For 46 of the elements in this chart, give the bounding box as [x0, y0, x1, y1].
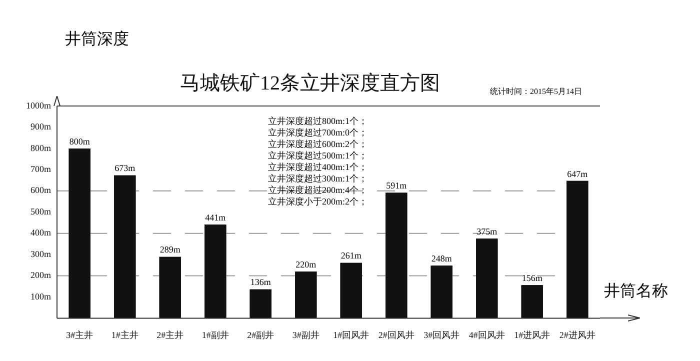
text: 统计时间：2015年5月14日: [490, 87, 582, 96]
x-axis-title: 井筒名称: [604, 282, 668, 300]
y-tick-label: 300m: [30, 248, 51, 259]
y-tick-label: 800m: [30, 142, 51, 153]
y-tick-label: 900m: [30, 122, 51, 132]
data-label: 591m: [386, 180, 407, 191]
data-label: 289m: [160, 244, 180, 255]
annotation: 立井深度超过300m:1个；: [268, 174, 368, 184]
annotation: 立井深度超过400m:1个；: [268, 162, 368, 172]
x-tick-label: 3#副井: [292, 330, 320, 340]
annotation: 立井深度超过500m:1个；: [268, 150, 368, 160]
y-tick-label: 500m: [30, 206, 51, 216]
x-tick-label: 1#副井: [202, 330, 229, 340]
annotation: 立井深度超过200m:4个；: [268, 185, 368, 195]
data-label: 248m: [431, 253, 452, 264]
y-tick-label: 200m: [30, 270, 51, 280]
annotation: 立井深度超过800m:1个；: [268, 116, 368, 126]
x-tick-label: 2#副井: [247, 330, 274, 340]
data-label: 220m: [296, 259, 316, 270]
x-tick-label: 2#主井: [156, 330, 184, 340]
y-tick-label: 600m: [30, 185, 51, 196]
y-tick-label: 700m: [30, 164, 51, 174]
data-label: 673m: [114, 163, 136, 174]
data-label: 156m: [522, 272, 542, 283]
x-tick-label: 3#主井: [66, 330, 94, 340]
data-label: 261m: [340, 250, 362, 261]
x-tick-label: 1#主井: [111, 330, 138, 340]
annotation: 立井深度超过700m:0个；: [268, 128, 368, 138]
chart-title: 马城铁矿12条立井深度直方图: [180, 71, 440, 94]
x-tick-label: 3#回风井: [424, 330, 460, 340]
data-label: 441m: [205, 212, 226, 222]
x-tick-label: 4#回风井: [468, 330, 505, 340]
x-tick-label: 1#回风井: [333, 330, 370, 340]
data-label: 136m: [250, 277, 271, 288]
x-tick-label: 2#回风井: [378, 330, 414, 340]
data-label: 800m: [69, 136, 90, 146]
y-axis-title: 井筒深度: [65, 30, 129, 48]
data-label: 375m: [476, 226, 498, 236]
x-tick-label: 1#进风井: [514, 330, 550, 340]
y-tick-label: 100m: [30, 291, 51, 302]
annotation: 立井深度小于200m:2个；: [268, 196, 368, 206]
x-tick-label: 2#进风井: [559, 330, 596, 340]
data-label: 647m: [567, 168, 588, 179]
annotation: 立井深度超过600m:2个；: [268, 139, 368, 149]
y-tick-label: 1000m: [26, 100, 51, 110]
y-tick-label: 400m: [30, 228, 51, 238]
